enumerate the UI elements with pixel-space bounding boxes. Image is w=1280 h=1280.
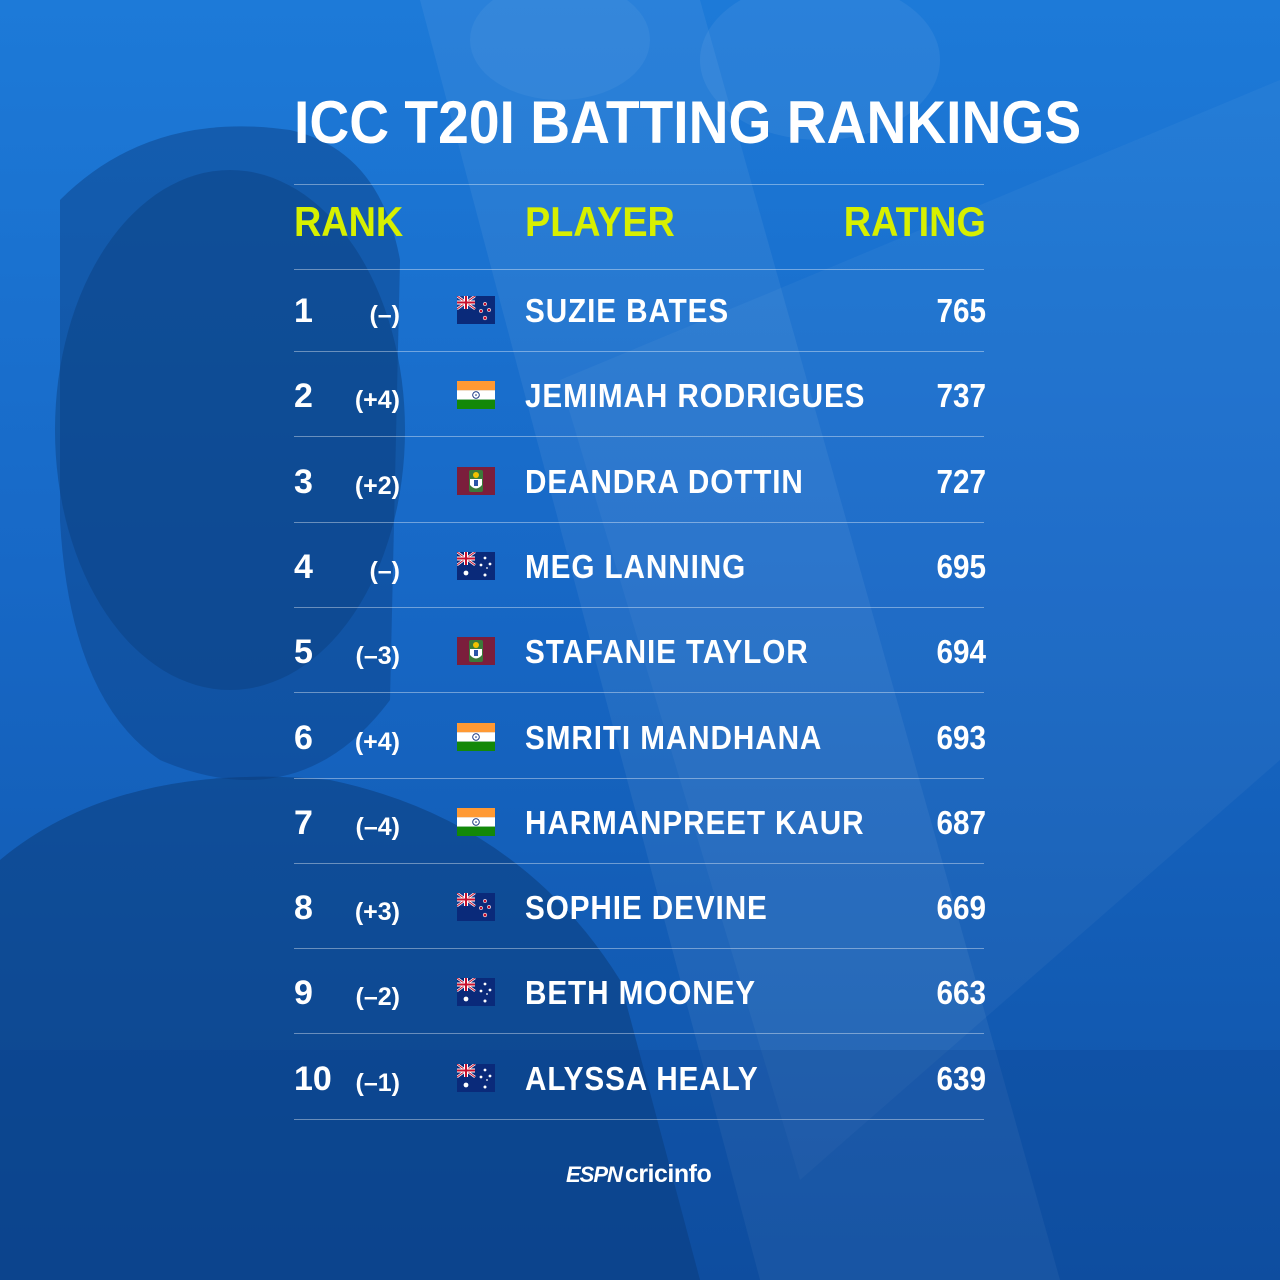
player-rating: 695 bbox=[936, 547, 986, 585]
player-rating: 687 bbox=[936, 803, 986, 841]
divider bbox=[294, 606, 984, 608]
rank-change: (+2) bbox=[354, 471, 400, 500]
rank-number: 7 bbox=[294, 803, 313, 842]
player-rating: 765 bbox=[936, 292, 986, 329]
player-rating: 639 bbox=[936, 1059, 986, 1097]
rank-change: (–1) bbox=[355, 1068, 400, 1097]
rank-number: 1 bbox=[294, 292, 313, 330]
player-name: ALYSSA HEALY bbox=[525, 1059, 759, 1097]
player-rating: 669 bbox=[936, 889, 986, 927]
new-zealand-flag-icon bbox=[456, 294, 495, 324]
rank-change: (–3) bbox=[355, 642, 400, 671]
ranking-row: 2 (+4) JEMIMAH RODRIGUES 737 bbox=[294, 376, 986, 416]
player-name: SUZIE BATES bbox=[525, 292, 730, 329]
divider bbox=[294, 351, 984, 352]
player-rating: 693 bbox=[936, 718, 986, 756]
divider bbox=[294, 1033, 984, 1035]
rankings-panel: ICC T20I BATTING RANKINGS RANK PLAYER RA… bbox=[294, 0, 1082, 1280]
player-name: HARMANPREET KAUR bbox=[525, 803, 865, 841]
ranking-row: 8 (+3) SOPHIE DEVINE 669 bbox=[294, 888, 986, 928]
india-flag-icon bbox=[457, 381, 495, 410]
rank-number: 8 bbox=[294, 889, 313, 928]
rank-column-header: RANK bbox=[294, 198, 404, 245]
page-title: ICC T20I BATTING RANKINGS bbox=[294, 89, 1082, 156]
divider bbox=[294, 1118, 984, 1120]
ranking-row: 7 (–4) HARMANPREET KAUR 687 bbox=[294, 803, 986, 843]
rank-number: 6 bbox=[294, 718, 313, 757]
ranking-row: 4 (–) MEG LANNING 695 bbox=[294, 547, 986, 587]
rank-change: (–) bbox=[369, 556, 400, 585]
india-flag-icon bbox=[457, 722, 495, 751]
divider bbox=[294, 184, 984, 185]
ranking-row: 10 (–1) ALYSSA HEALY 639 bbox=[294, 1059, 986, 1099]
rank-change: (–4) bbox=[355, 812, 400, 841]
west-indies-flag-icon bbox=[457, 637, 495, 666]
ranking-row: 9 (–2) BETH MOONEY 663 bbox=[294, 973, 986, 1013]
west-indies-flag-icon bbox=[457, 466, 495, 495]
player-column-header: PLAYER bbox=[525, 198, 675, 245]
player-name: DEANDRA DOTTIN bbox=[525, 462, 804, 500]
player-rating: 663 bbox=[936, 974, 986, 1012]
rank-number: 10 bbox=[294, 1059, 332, 1098]
ranking-row: 3 (+2) DEANDRA DOTTIN 727 bbox=[294, 462, 986, 502]
new-zealand-flag-icon bbox=[456, 892, 495, 922]
player-name: JEMIMAH RODRIGUES bbox=[525, 377, 866, 415]
divider bbox=[294, 269, 984, 270]
rank-change: (–2) bbox=[355, 983, 400, 1012]
player-name: MEG LANNING bbox=[525, 547, 747, 585]
rank-change: (+4) bbox=[354, 386, 400, 415]
divider bbox=[294, 521, 984, 523]
rank-change: (–) bbox=[369, 301, 400, 329]
player-name: BETH MOONEY bbox=[525, 974, 757, 1012]
divider bbox=[294, 862, 984, 864]
player-rating: 737 bbox=[936, 377, 986, 415]
ranking-row: 6 (+4) SMRITI MANDHANA 693 bbox=[294, 718, 986, 758]
player-name: SOPHIE DEVINE bbox=[525, 889, 768, 927]
australia-flag-icon bbox=[456, 977, 495, 1007]
player-rating: 727 bbox=[936, 462, 986, 500]
india-flag-icon bbox=[457, 807, 495, 836]
player-name: SMRITI MANDHANA bbox=[525, 718, 823, 756]
rating-column-header: RATING bbox=[843, 198, 986, 245]
rank-change: (+3) bbox=[354, 898, 400, 927]
rank-number: 9 bbox=[294, 974, 313, 1013]
rank-number: 2 bbox=[294, 377, 313, 416]
divider bbox=[294, 692, 984, 694]
divider bbox=[294, 436, 984, 438]
divider bbox=[294, 777, 984, 779]
ranking-row: 1 (–) SUZIE BATES 765 bbox=[294, 291, 986, 331]
player-rating: 694 bbox=[936, 633, 986, 671]
rank-change: (+4) bbox=[354, 727, 400, 756]
australia-flag-icon bbox=[456, 550, 495, 580]
player-name: STAFANIE TAYLOR bbox=[525, 633, 809, 671]
ranking-row: 5 (–3) STAFANIE TAYLOR 694 bbox=[294, 632, 986, 672]
divider bbox=[294, 948, 984, 950]
rank-number: 4 bbox=[294, 547, 313, 586]
rank-number: 3 bbox=[294, 462, 313, 501]
australia-flag-icon bbox=[456, 1062, 495, 1092]
rank-number: 5 bbox=[294, 633, 313, 672]
espncricinfo-logo: ESPN cricinfo bbox=[566, 1160, 712, 1188]
